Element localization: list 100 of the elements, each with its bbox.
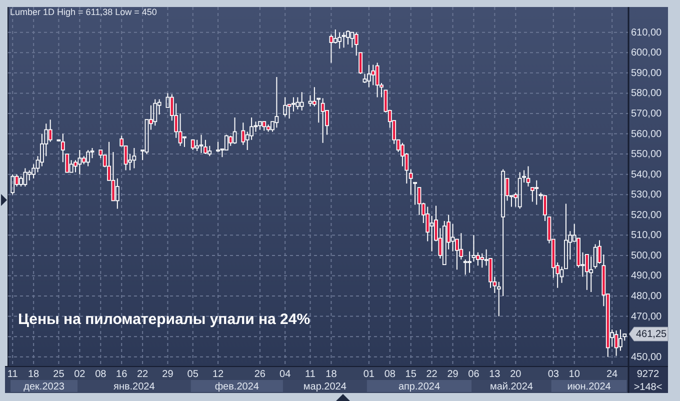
x-tick-label: 22 — [137, 368, 149, 380]
candlestick — [371, 64, 376, 86]
y-tick-label: 560,00 — [631, 128, 662, 140]
y-tick-label: 610,00 — [631, 26, 662, 38]
x-tick-label: 01 — [363, 368, 375, 380]
candlestick — [472, 234, 476, 262]
candlestick — [584, 254, 589, 290]
y-tick-label: 450,00 — [631, 351, 662, 362]
candlestick — [178, 112, 182, 146]
text: фев.2024 — [214, 381, 260, 392]
candlestick — [430, 215, 434, 252]
candlestick — [216, 141, 220, 153]
x-tick-label: 13 — [489, 368, 501, 380]
x-tick-label: 06 — [468, 368, 480, 380]
candlestick — [111, 152, 116, 202]
x-tick-label: 29 — [447, 368, 459, 380]
candlestick — [408, 168, 413, 196]
candlestick — [450, 224, 455, 252]
y-tick-label: 520,00 — [631, 209, 662, 220]
candlestick — [115, 178, 120, 210]
candlestick — [292, 96, 296, 112]
candlestick — [589, 256, 594, 292]
candlestick — [518, 172, 522, 210]
x-tick-label: 08 — [95, 368, 107, 380]
candlestick — [534, 180, 539, 206]
y-tick-label: 530,00 — [631, 189, 662, 200]
y-tick-label: 570,00 — [631, 108, 662, 119]
text: янв.2024 — [114, 381, 156, 392]
x-tick-label: 08 — [384, 368, 396, 380]
x-tick-label: 26 — [254, 368, 266, 380]
candlestick — [320, 98, 325, 144]
candlestick — [232, 117, 237, 144]
y-tick-label: 540,00 — [631, 168, 662, 180]
x-tick-label: 18 — [326, 368, 338, 380]
x-tick-label: 12 — [212, 368, 224, 380]
candlestick — [308, 94, 312, 107]
y-tick-label: 510,00 — [631, 230, 662, 241]
candlestick — [48, 119, 52, 142]
candlestick — [618, 328, 622, 352]
candlestick — [480, 252, 484, 268]
y-tick-label: 600,00 — [631, 47, 662, 58]
candlestick — [274, 76, 279, 128]
x-tick-label: 11 — [7, 368, 18, 380]
candlestick — [338, 32, 342, 50]
candlestick — [350, 32, 354, 48]
candlestick — [463, 259, 468, 276]
candlestick — [417, 187, 422, 216]
candlestick — [283, 96, 288, 118]
x-tick-label: 29 — [162, 368, 174, 380]
candlestick — [287, 104, 292, 120]
candlestick — [426, 206, 430, 242]
candlestick — [195, 139, 200, 152]
candlestick — [501, 168, 506, 297]
x-tick-label: 18 — [28, 368, 40, 380]
candlestick — [90, 147, 94, 159]
candlestick — [366, 64, 371, 88]
x-tick-label: 24 — [606, 368, 618, 380]
x-tick-label: 04 — [280, 368, 292, 380]
y-tick-label: 500,00 — [631, 250, 662, 261]
candlestick — [375, 62, 380, 98]
candlestick — [329, 34, 334, 64]
candlestick — [241, 122, 246, 146]
candlestick — [254, 121, 258, 132]
x-tick-label: 03 — [548, 368, 560, 380]
annotation: Цены на пиломатериалы упали на 24% — [18, 311, 310, 328]
x-tick-label: 22 — [426, 368, 438, 380]
text: 461,25 — [636, 328, 668, 340]
x-tick-label: 25 — [53, 368, 65, 380]
x-tick-label: 05 — [187, 368, 199, 380]
candlestick — [132, 147, 136, 169]
candlestick — [333, 29, 338, 44]
text: июн.2024 — [567, 381, 612, 392]
candlestick — [78, 149, 82, 175]
y-tick-label: 490,00 — [631, 270, 662, 282]
candlestick — [300, 92, 304, 111]
candlestick — [342, 32, 346, 48]
text: апр.2024 — [398, 381, 440, 392]
y-tick-label: 470,00 — [631, 310, 662, 322]
x-tick-label: 11 — [305, 368, 316, 380]
x-tick-label: 15 — [405, 368, 417, 380]
candlestick — [526, 166, 530, 187]
candlestick — [23, 168, 28, 187]
text: >148< — [634, 382, 662, 392]
x-tick-label: 10 — [568, 368, 580, 380]
y-tick-label: 580,00 — [631, 88, 662, 99]
candlestick — [476, 252, 480, 266]
text: дек.2023 — [24, 381, 65, 392]
candlestick — [199, 134, 204, 154]
text: май.2024 — [490, 381, 534, 392]
y-tick-label: 590,00 — [631, 67, 662, 78]
text: 9272 — [636, 368, 660, 380]
x-tick-label: 20 — [510, 368, 522, 380]
candlestick — [32, 164, 36, 179]
y-tick-label: 480,00 — [631, 290, 662, 302]
x-tick-label: 02 — [74, 368, 86, 380]
chart-title: Lumber 1D High = 611,38 Low = 450 — [10, 7, 157, 17]
candlestick — [614, 330, 618, 356]
text: мар.2024 — [303, 381, 347, 392]
y-tick-label: 550,00 — [631, 148, 662, 160]
x-tick-label: 16 — [116, 368, 128, 380]
